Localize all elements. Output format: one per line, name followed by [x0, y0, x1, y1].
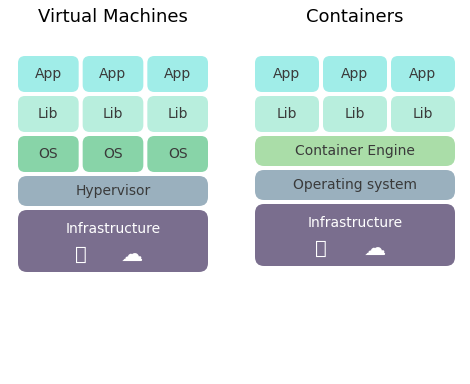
FancyBboxPatch shape [18, 136, 78, 172]
Text: Lib: Lib [277, 107, 297, 121]
FancyBboxPatch shape [255, 170, 455, 200]
Text: App: App [409, 67, 437, 81]
Text: App: App [274, 67, 301, 81]
FancyBboxPatch shape [255, 136, 455, 166]
Text: Virtual Machines: Virtual Machines [38, 8, 188, 26]
FancyBboxPatch shape [83, 56, 143, 92]
FancyBboxPatch shape [255, 204, 455, 266]
Text: Infrastructure: Infrastructure [65, 222, 161, 236]
FancyBboxPatch shape [83, 96, 143, 132]
Text: App: App [35, 67, 62, 81]
Text: OS: OS [39, 147, 58, 161]
FancyBboxPatch shape [147, 136, 208, 172]
FancyBboxPatch shape [147, 56, 208, 92]
Text: Container Engine: Container Engine [295, 144, 415, 158]
Text: 🖥: 🖥 [315, 239, 327, 258]
Text: Lib: Lib [167, 107, 188, 121]
FancyBboxPatch shape [18, 176, 208, 206]
FancyBboxPatch shape [83, 136, 143, 172]
Text: Hypervisor: Hypervisor [75, 184, 150, 198]
Text: ☁: ☁ [364, 238, 386, 259]
Text: ☁: ☁ [121, 245, 143, 265]
Text: Lib: Lib [345, 107, 365, 121]
Text: Infrastructure: Infrastructure [307, 215, 403, 230]
Text: App: App [164, 67, 191, 81]
Text: OS: OS [168, 147, 188, 161]
Text: Lib: Lib [413, 107, 433, 121]
FancyBboxPatch shape [18, 96, 78, 132]
Text: OS: OS [103, 147, 123, 161]
Text: Lib: Lib [38, 107, 59, 121]
Text: 🖥: 🖥 [75, 245, 86, 264]
Text: Lib: Lib [103, 107, 123, 121]
Text: App: App [341, 67, 368, 81]
FancyBboxPatch shape [323, 96, 387, 132]
FancyBboxPatch shape [391, 96, 455, 132]
FancyBboxPatch shape [391, 56, 455, 92]
Text: App: App [99, 67, 126, 81]
FancyBboxPatch shape [255, 96, 319, 132]
FancyBboxPatch shape [18, 210, 208, 272]
Text: Containers: Containers [306, 8, 404, 26]
FancyBboxPatch shape [18, 56, 78, 92]
FancyBboxPatch shape [323, 56, 387, 92]
FancyBboxPatch shape [255, 56, 319, 92]
FancyBboxPatch shape [147, 96, 208, 132]
Text: Operating system: Operating system [293, 178, 417, 192]
